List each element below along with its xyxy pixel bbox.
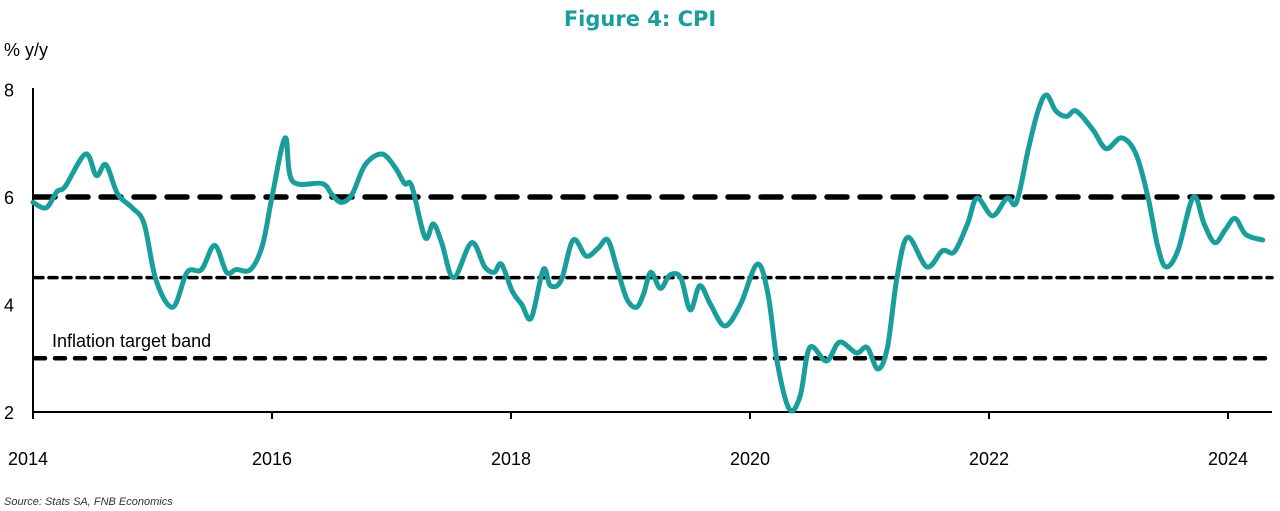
cpi-series-line — [30, 92, 1266, 414]
y-tick-label-4: 4 — [4, 296, 14, 316]
source-note: Source: Stats SA, FNB Economics — [4, 496, 173, 508]
x-tick-label-2014: 2014 — [8, 449, 48, 469]
x-tick-label-2016: 2016 — [252, 449, 292, 469]
y-tick-label-6: 6 — [4, 188, 14, 208]
annotation-inflation-target-band: Inflation target band — [52, 331, 211, 351]
chart-title: Figure 4: CPI — [564, 7, 716, 31]
x-tick-label-2022: 2022 — [969, 449, 1009, 469]
y-axis-label: % y/y — [4, 40, 48, 60]
y-tick-label-2: 2 — [4, 403, 14, 423]
x-tick-label-2020: 2020 — [730, 449, 770, 469]
x-tick-label-2018: 2018 — [491, 449, 531, 469]
x-tick-label-2024: 2024 — [1208, 449, 1248, 469]
y-tick-label-8: 8 — [4, 81, 14, 101]
